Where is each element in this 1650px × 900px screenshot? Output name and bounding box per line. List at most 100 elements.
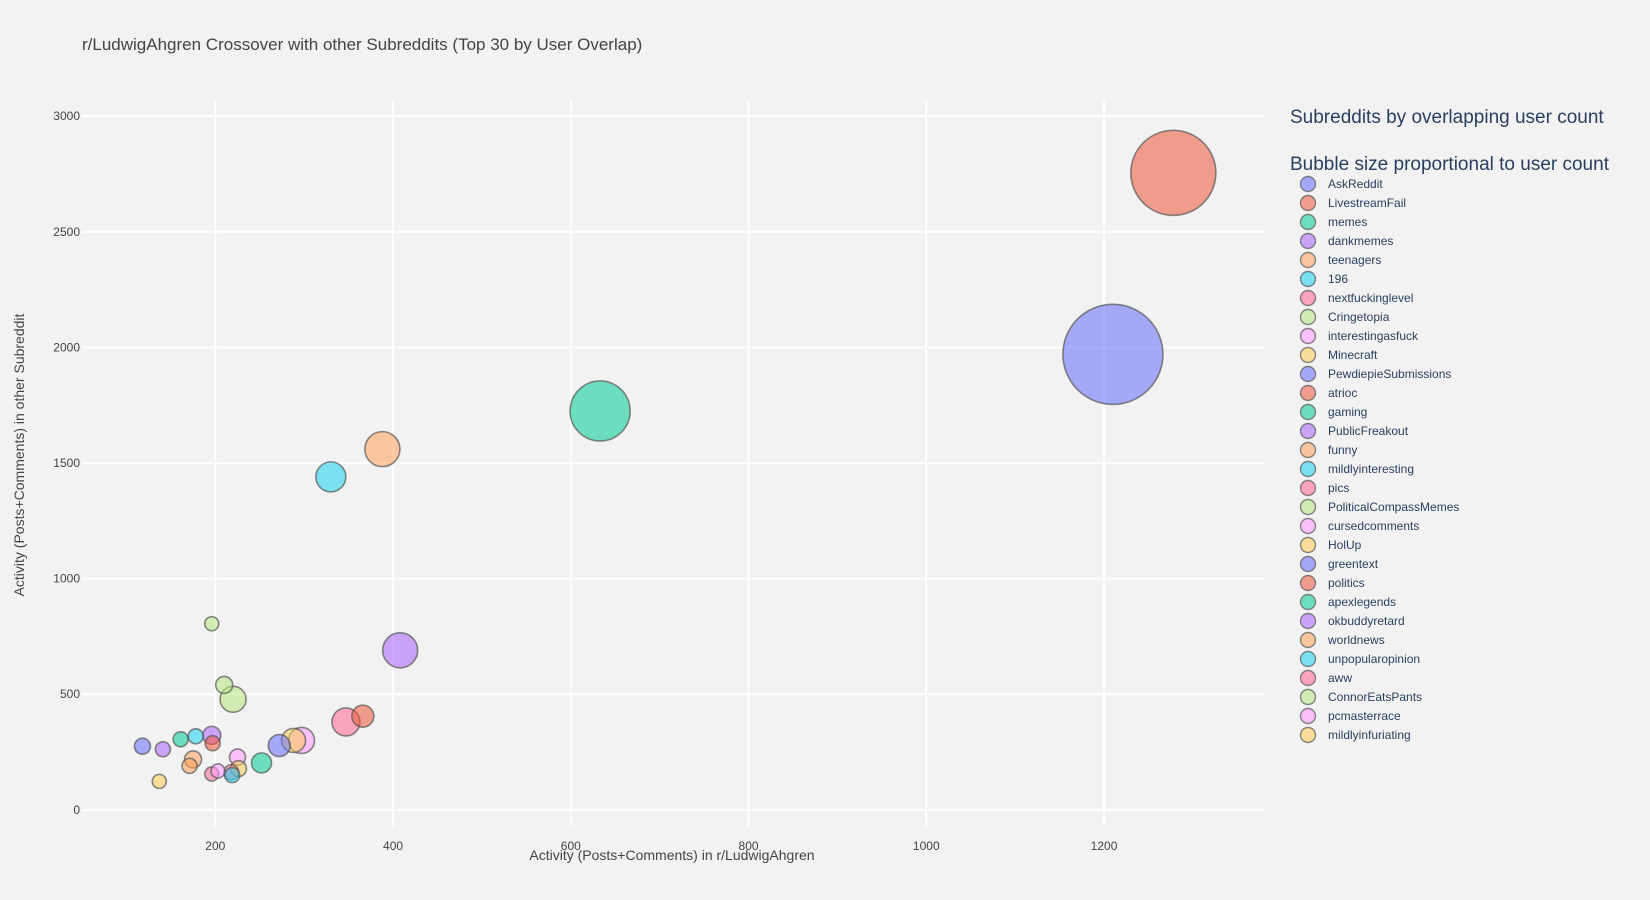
y-tick-label: 2500 bbox=[53, 225, 80, 239]
legend-item-pewdiepiesubmissions[interactable]: PewdiepieSubmissions bbox=[1299, 365, 1452, 383]
x-tick-label: 1200 bbox=[1091, 839, 1118, 853]
legend-marker bbox=[1299, 517, 1317, 535]
legend-item-minecraft[interactable]: Minecraft bbox=[1299, 346, 1379, 364]
legend-marker bbox=[1299, 574, 1317, 592]
legend-item-funny[interactable]: funny bbox=[1299, 441, 1358, 459]
bubble-pcmasterrace[interactable] bbox=[210, 763, 226, 779]
bubble-okbuddyretard[interactable] bbox=[154, 740, 172, 758]
legend-label: Cringetopia bbox=[1328, 310, 1390, 324]
bubble-unpopularopinion[interactable] bbox=[223, 766, 241, 784]
bubble-teenagers[interactable] bbox=[364, 430, 401, 468]
legend-label: cursedcomments bbox=[1328, 519, 1419, 533]
bubble-politicalcompassmemes[interactable] bbox=[214, 675, 234, 695]
bubble-gaming[interactable] bbox=[250, 752, 273, 774]
bubble-politics[interactable] bbox=[204, 734, 221, 752]
legend-item-memes[interactable]: memes bbox=[1299, 213, 1368, 231]
bubble-connoreatspants[interactable] bbox=[203, 615, 220, 632]
bubble-mildlyinteresting[interactable] bbox=[187, 727, 205, 745]
legend-marker bbox=[1299, 498, 1317, 516]
legend-label: Minecraft bbox=[1328, 348, 1378, 362]
legend-label: pcmasterrace bbox=[1328, 709, 1401, 723]
y-tick-label: 1000 bbox=[53, 572, 80, 586]
legend-marker bbox=[1299, 688, 1317, 706]
bubble-atrioc[interactable] bbox=[351, 704, 375, 728]
bubble-askreddit[interactable] bbox=[1062, 303, 1164, 406]
bubble-dankmemes[interactable] bbox=[381, 631, 419, 669]
legend-marker bbox=[1299, 270, 1317, 288]
legend-item-connoreatspants[interactable]: ConnorEatsPants bbox=[1299, 688, 1423, 706]
legend-item-mildlyinfuriating[interactable]: mildlyinfuriating bbox=[1299, 726, 1411, 744]
legend-subtitle: Bubble size proportional to user count bbox=[1290, 154, 1610, 175]
legend-item-196[interactable]: 196 bbox=[1299, 270, 1349, 288]
legend-item-gaming[interactable]: gaming bbox=[1299, 403, 1368, 421]
legend-item-askreddit[interactable]: AskReddit bbox=[1299, 175, 1384, 193]
legend-item-atrioc[interactable]: atrioc bbox=[1299, 384, 1358, 402]
legend-item-holup[interactable]: HolUp bbox=[1299, 536, 1362, 554]
y-tick-label: 3000 bbox=[53, 109, 80, 123]
legend-marker bbox=[1299, 669, 1317, 687]
legend-item-aww[interactable]: aww bbox=[1299, 669, 1353, 687]
legend-label: greentext bbox=[1328, 557, 1379, 571]
legend-label: worldnews bbox=[1327, 633, 1385, 647]
legend-label: apexlegends bbox=[1328, 595, 1396, 609]
y-axis-label: Activity (Posts+Comments) in other Subre… bbox=[11, 313, 27, 596]
legend-label: mildlyinteresting bbox=[1328, 462, 1414, 476]
legend-label: politics bbox=[1328, 576, 1365, 590]
legend-label: atrioc bbox=[1328, 386, 1357, 400]
legend-item-worldnews[interactable]: worldnews bbox=[1299, 631, 1385, 649]
bubbles bbox=[133, 129, 1217, 790]
bubble-apexlegends[interactable] bbox=[172, 730, 189, 748]
legend-marker bbox=[1299, 251, 1317, 269]
bubble-worldnews[interactable] bbox=[181, 757, 198, 775]
bubble-greentext[interactable] bbox=[133, 737, 152, 756]
legend-marker bbox=[1299, 631, 1317, 649]
legend-marker bbox=[1299, 232, 1317, 250]
legend-item-dankmemes[interactable]: dankmemes bbox=[1299, 232, 1394, 250]
legend-item-cringetopia[interactable]: Cringetopia bbox=[1299, 308, 1390, 326]
legend-marker bbox=[1299, 346, 1317, 364]
legend-item-nextfuckinglevel[interactable]: nextfuckinglevel bbox=[1299, 289, 1414, 307]
legend-item-greentext[interactable]: greentext bbox=[1299, 555, 1379, 573]
bubble-memes[interactable] bbox=[569, 380, 631, 442]
legend-item-cursedcomments[interactable]: cursedcomments bbox=[1299, 517, 1420, 535]
bubble-livestreamfail[interactable] bbox=[1130, 129, 1217, 217]
legend-item-unpopularopinion[interactable]: unpopularopinion bbox=[1299, 650, 1421, 668]
legend-marker bbox=[1299, 479, 1317, 497]
legend-item-politicalcompassmemes[interactable]: PoliticalCompassMemes bbox=[1299, 498, 1460, 516]
x-tick-label: 400 bbox=[383, 839, 403, 853]
legend-label: LivestreamFail bbox=[1328, 196, 1406, 210]
legend-item-teenagers[interactable]: teenagers bbox=[1299, 251, 1382, 269]
y-tick-label: 0 bbox=[73, 803, 80, 817]
y-axis: 0 500 1000 1500 2000 2500 3000 bbox=[53, 109, 80, 817]
x-tick-label: 1000 bbox=[913, 839, 940, 853]
legend-label: 196 bbox=[1328, 272, 1348, 286]
legend-label: pics bbox=[1328, 481, 1349, 495]
legend-item-pcmasterrace[interactable]: pcmasterrace bbox=[1299, 707, 1402, 725]
legend-label: aww bbox=[1328, 671, 1352, 685]
legend-label: okbuddyretard bbox=[1328, 614, 1405, 628]
legend-marker bbox=[1299, 403, 1317, 421]
legend-marker bbox=[1299, 650, 1317, 668]
bubble-pewdiepiesubmissions[interactable] bbox=[267, 733, 292, 758]
legend-item-interestingasfuck[interactable]: interestingasfuck bbox=[1299, 327, 1420, 345]
legend-item-livestreamfail[interactable]: LivestreamFail bbox=[1299, 194, 1407, 212]
legend-item-apexlegends[interactable]: apexlegends bbox=[1299, 593, 1397, 611]
x-axis: 200 400 600 800 1000 1200 bbox=[205, 839, 1117, 853]
legend-item-publicfreakout[interactable]: PublicFreakout bbox=[1299, 422, 1409, 440]
legend-marker bbox=[1299, 726, 1317, 744]
bubble-mildlyinfuriating[interactable] bbox=[151, 773, 168, 790]
legend-item-politics[interactable]: politics bbox=[1299, 574, 1365, 592]
legend-title: Subreddits by overlapping user count bbox=[1290, 107, 1604, 128]
legend-item-pics[interactable]: pics bbox=[1299, 479, 1350, 497]
y-tick-label: 1500 bbox=[53, 456, 80, 470]
legend-label: PublicFreakout bbox=[1328, 424, 1409, 438]
bubble-196[interactable] bbox=[315, 461, 347, 493]
legend-item-mildlyinteresting[interactable]: mildlyinteresting bbox=[1299, 460, 1415, 478]
legend-label: ConnorEatsPants bbox=[1328, 690, 1422, 704]
legend-label: memes bbox=[1328, 215, 1367, 229]
legend-label: PoliticalCompassMemes bbox=[1328, 500, 1459, 514]
legend-label: nextfuckinglevel bbox=[1328, 291, 1413, 305]
legend-marker bbox=[1299, 441, 1317, 459]
legend-item-okbuddyretard[interactable]: okbuddyretard bbox=[1299, 612, 1405, 630]
